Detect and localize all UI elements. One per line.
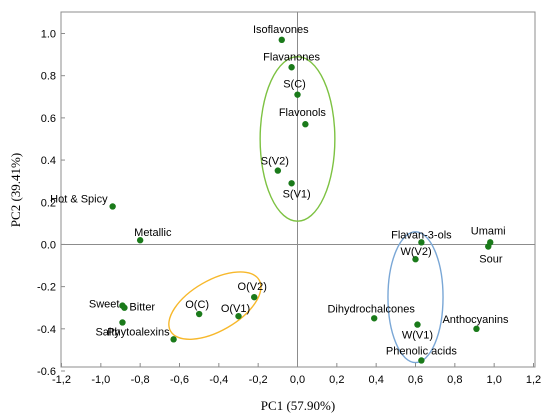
data-point-label: Bitter [129, 302, 155, 314]
data-points: Isoflavones Flavanones S(C) Flavonols S(V2) S… [50, 24, 509, 364]
data-point-label: Phytoalexins [107, 326, 170, 338]
x-tick-label: -0,8 [131, 374, 150, 386]
data-point [119, 319, 126, 326]
data-point [473, 325, 480, 333]
data-point-label: Flavanones [263, 51, 320, 63]
group-ellipse [387, 231, 444, 364]
y-axis-ticks: -0.6 -0.4 -0.2 0.0 0.2 0.4 0.6 0.8 1.0 [37, 29, 65, 378]
y-axis-title: PC2 (39.41%) [8, 153, 23, 227]
x-tick-label: 0,6 [408, 374, 423, 386]
data-point-label: Sweet [89, 299, 120, 311]
data-point-label: S(V1) [283, 188, 311, 200]
y-tick-label: -0.2 [37, 282, 56, 294]
data-point [414, 321, 421, 328]
data-point [235, 312, 242, 320]
group-ellipses [168, 56, 444, 364]
data-point-label: Hot & Spicy [50, 193, 108, 205]
x-tick-label: -1,0 [91, 374, 110, 386]
x-tick-label: 1,2 [526, 374, 541, 386]
data-point [371, 315, 378, 322]
y-tick-label: 1.0 [41, 29, 56, 41]
data-point-label: S(V2) [261, 156, 289, 168]
y-tick-label: -0.6 [37, 366, 56, 378]
x-tick-label: -0,4 [209, 374, 228, 386]
data-point-label: Anthocyanins [442, 314, 509, 326]
data-point-label: Isoflavones [253, 24, 309, 36]
data-point [278, 36, 285, 44]
data-point-label: O(V1) [221, 303, 250, 315]
x-tick-label: 0,4 [369, 374, 384, 386]
data-point-label: Flavan-3-ols [391, 229, 452, 241]
data-point [418, 357, 425, 364]
y-tick-label: 0.0 [41, 239, 56, 251]
data-point [195, 310, 203, 318]
data-point [412, 256, 419, 263]
x-tick-label: -1,2 [52, 374, 71, 386]
data-point-label: Metallic [134, 227, 172, 239]
x-tick-label: -0,2 [249, 374, 268, 386]
group-ellipse [259, 56, 336, 222]
data-point [251, 293, 258, 301]
data-point-label: W(V1) [402, 330, 433, 342]
data-point-label: Sour [479, 254, 503, 266]
data-point [109, 203, 116, 210]
data-point-label: S(C) [283, 79, 306, 91]
x-tick-label: 1,0 [487, 374, 502, 386]
data-point-label: W(V2) [401, 246, 432, 258]
data-point [288, 180, 295, 187]
data-point-label: O(C) [185, 299, 209, 311]
data-point [294, 91, 301, 98]
data-point [288, 64, 295, 71]
data-point [485, 243, 492, 250]
data-point-label: Umami [471, 225, 506, 237]
data-point [418, 239, 425, 246]
group-ellipse [168, 271, 262, 340]
x-axis-title: PC1 (57.90%) [261, 398, 335, 413]
y-tick-label: 0.8 [41, 71, 56, 83]
x-tick-label: 0,0 [290, 374, 305, 386]
data-point-label: Salty [95, 326, 120, 338]
x-tick-label: 0,8 [447, 374, 462, 386]
y-tick-label: -0.4 [37, 324, 56, 336]
data-point [302, 121, 309, 128]
x-tick-label: 0,2 [329, 374, 344, 386]
y-tick-label: 0.2 [41, 197, 56, 209]
x-axis-ticks: -1,2 -1,0 -0,8 -0,6 -0,4 -0,2 0,0 0,2 0,4 0,6 0,8 1… [52, 363, 541, 386]
data-point-label: Flavonols [279, 107, 327, 119]
x-tick-label: -0,6 [170, 374, 189, 386]
data-point-label: Phenolic acids [386, 345, 457, 357]
y-tick-label: 0.4 [41, 155, 56, 167]
data-point-label: O(V2) [238, 281, 267, 293]
zero-lines [61, 12, 535, 367]
data-point [121, 304, 128, 311]
data-point [274, 167, 282, 174]
data-point [136, 237, 144, 244]
data-point [170, 336, 177, 343]
data-point-label: Dihydrochalcones [327, 303, 415, 315]
y-tick-label: 0.6 [41, 113, 56, 125]
